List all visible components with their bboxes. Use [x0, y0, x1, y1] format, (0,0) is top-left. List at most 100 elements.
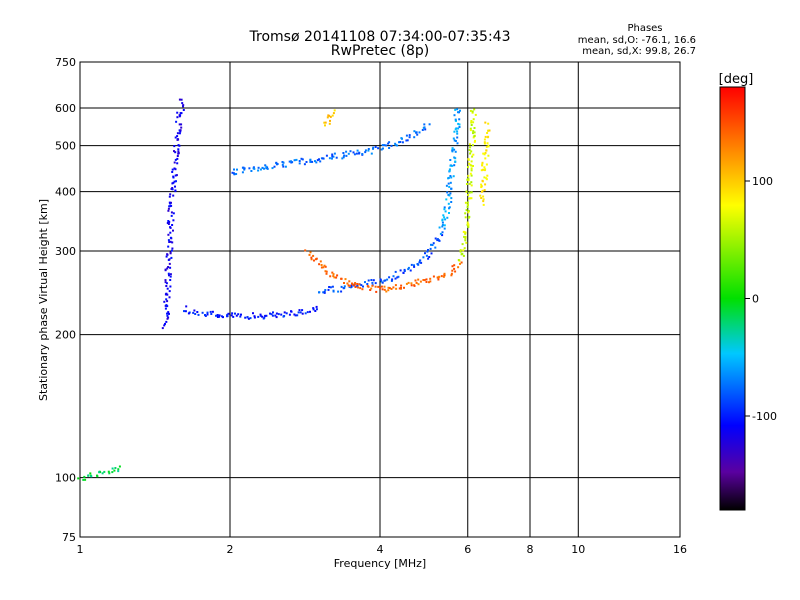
data-point	[271, 314, 274, 317]
data-point	[250, 170, 253, 172]
data-point	[315, 305, 318, 308]
data-point	[261, 166, 264, 169]
data-point	[410, 263, 413, 266]
data-point	[450, 187, 453, 190]
data-point	[176, 111, 179, 114]
data-point	[263, 167, 265, 170]
data-point	[174, 185, 176, 188]
colorbar-label: [deg]	[719, 72, 754, 87]
data-point	[448, 169, 451, 172]
data-point	[486, 174, 489, 177]
data-point	[90, 475, 93, 478]
data-point	[282, 165, 285, 168]
data-point	[179, 129, 182, 132]
data-point	[446, 191, 449, 194]
data-point	[259, 314, 262, 317]
data-point	[391, 278, 394, 281]
data-point	[367, 149, 370, 152]
data-point	[474, 139, 476, 142]
data-point	[466, 221, 469, 224]
data-point	[197, 313, 200, 316]
data-point	[348, 280, 351, 283]
data-point	[399, 287, 402, 290]
data-point	[309, 310, 311, 313]
data-point	[364, 149, 367, 152]
data-point	[167, 239, 170, 242]
x-tick-label: 1	[77, 543, 84, 556]
data-point	[425, 281, 428, 283]
data-point	[326, 116, 329, 119]
data-point	[343, 154, 346, 157]
data-point	[170, 204, 173, 207]
data-point	[451, 269, 454, 272]
data-point	[372, 279, 375, 282]
data-point	[481, 179, 484, 182]
data-point	[455, 127, 458, 130]
data-point	[456, 136, 459, 139]
data-point	[467, 166, 469, 169]
data-point	[169, 285, 172, 288]
data-point	[419, 259, 422, 262]
data-point	[183, 310, 185, 313]
data-point	[206, 313, 209, 316]
x-axis-label: Frequency [MHz]	[334, 557, 426, 570]
data-point	[449, 159, 452, 161]
data-point	[380, 280, 383, 283]
data-point	[403, 270, 406, 272]
data-point	[466, 206, 469, 209]
data-point	[165, 255, 168, 258]
x-tick-label: 4	[377, 543, 384, 556]
data-point	[332, 155, 335, 158]
data-point	[241, 166, 244, 169]
data-point	[320, 266, 323, 269]
data-point	[367, 285, 370, 288]
data-point	[483, 153, 486, 156]
data-point	[166, 222, 169, 224]
data-point	[274, 314, 277, 317]
data-point	[448, 194, 451, 197]
data-point	[396, 144, 399, 147]
stats-line-x: mean, sd,X: 99.8, 26.7	[582, 46, 696, 57]
data-point	[354, 282, 357, 284]
data-point	[454, 270, 457, 273]
data-point	[405, 139, 408, 142]
data-point	[182, 109, 185, 111]
data-point	[470, 184, 473, 187]
data-point	[440, 275, 443, 278]
data-point	[166, 287, 169, 290]
data-point	[442, 214, 445, 217]
data-point	[352, 151, 355, 154]
data-point	[167, 316, 170, 319]
data-point	[301, 312, 304, 315]
data-point	[396, 276, 399, 279]
data-point	[452, 175, 455, 178]
data-point	[89, 472, 92, 475]
data-point	[418, 261, 421, 264]
data-point	[451, 164, 454, 167]
data-point	[177, 152, 180, 155]
data-point	[299, 311, 302, 314]
y-tick-label: 100	[55, 472, 76, 485]
data-point	[452, 137, 455, 140]
data-point	[484, 152, 487, 154]
data-point	[348, 285, 351, 288]
data-point	[187, 312, 190, 315]
data-point	[413, 264, 415, 267]
data-point	[473, 127, 476, 129]
data-point	[379, 279, 382, 281]
data-point	[168, 296, 171, 299]
data-point	[177, 144, 180, 147]
data-point	[355, 152, 358, 155]
data-point	[385, 290, 388, 293]
data-point	[486, 132, 489, 134]
data-point	[462, 249, 465, 252]
data-point	[304, 312, 307, 315]
data-point	[235, 314, 238, 317]
data-point	[470, 160, 473, 163]
data-point	[276, 163, 278, 166]
data-points	[77, 98, 491, 481]
data-point	[417, 278, 420, 281]
data-point	[443, 224, 446, 227]
data-point	[169, 251, 172, 254]
data-point	[443, 216, 446, 219]
